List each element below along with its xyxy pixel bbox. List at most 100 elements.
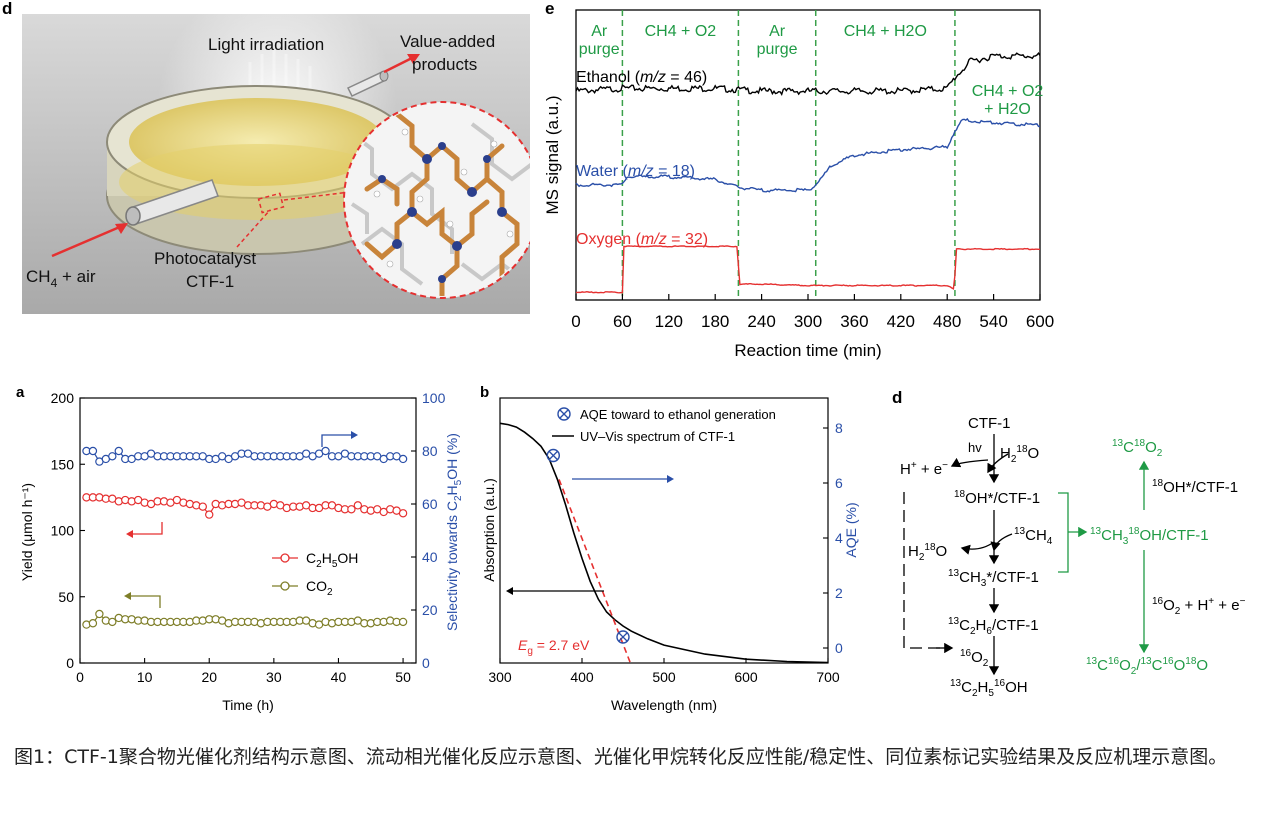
chart-a-ytick-left-label: 200 (51, 390, 75, 406)
panel-e-letter: e (545, 0, 555, 18)
chart-e-xtick-label: 0 (571, 312, 580, 331)
chart-a-arrows (124, 431, 358, 608)
chart-e-region-label-2: + H2O (984, 101, 1031, 118)
chart-b-ytick-right-label: 0 (835, 640, 843, 656)
chart-a-ylabel-right: Selectivity towards C2H5OH (%) (444, 433, 464, 631)
chart-e-series-line (575, 52, 1041, 96)
chart-a-ytick-left-label: 50 (58, 589, 74, 605)
catalyst-label-pointer (236, 209, 271, 248)
chart-b-ytick-right-label: 4 (835, 530, 843, 546)
chart-a-point (347, 505, 356, 514)
mech-ctf1: CTF-1 (968, 415, 1011, 432)
chart-a-ytick-left-label: 150 (51, 456, 75, 472)
chart-a-point (398, 454, 408, 464)
chart-a-xtick-label: 30 (266, 669, 282, 685)
chart-b-xtick-label: 600 (734, 669, 758, 685)
chart-a-xlabel: Time (h) (222, 697, 274, 713)
inlet-tube (125, 179, 219, 226)
chart-e-series-label: Oxygen (m/z = 32) (576, 231, 708, 248)
chart-a-point (108, 452, 117, 461)
chart-b-uvvis-line (499, 422, 829, 664)
chart-a-ytick-right-label: 80 (422, 443, 438, 459)
chart-a-ytick-right-label: 40 (422, 549, 438, 565)
chart-e-xtick-label: 420 (887, 312, 915, 331)
panel-b-letter: b (480, 384, 490, 401)
chart-e-series-line (576, 245, 1040, 294)
chart-e-region-label: Ar (591, 23, 608, 40)
chart-b-xlabel: Wavelength (nm) (611, 697, 717, 713)
chart-e-xtick-label: 360 (840, 312, 868, 331)
chart-b-xtick-label: 400 (570, 669, 594, 685)
chart-a-legend-label: CO2 (306, 578, 333, 598)
chart-b-aqe-cross (618, 632, 628, 642)
figure-caption: 图1：CTF-1聚合物光催化剂结构示意图、流动相光催化反应示意图、光催化甲烷转化… (14, 746, 1228, 768)
chart-b-ylabel-left: Absorption (a.u.) (482, 478, 497, 582)
outlet-tube (346, 70, 389, 97)
chart-b-ylabel-right: AQE (%) (843, 502, 859, 557)
chart-e-region-label: CH4 + O2 (645, 23, 717, 40)
mech-green-oh-ctf: 18OH*/CTF-1 (1152, 478, 1238, 496)
mech-h2o18: H218O (1000, 444, 1039, 465)
chart-e-region-label-2: purge (757, 41, 798, 58)
chart-e-xtick-label: 540 (979, 312, 1007, 331)
chart-a-point (198, 502, 207, 511)
chart-e-xtick-label: 600 (1026, 312, 1054, 331)
chart-a-ytick-left-label: 0 (66, 655, 74, 671)
mechanism-scheme: CTF-1 hv H218O H+ + e− 18OH*/CTF-1 13CH4… (900, 415, 1246, 699)
chart-a-stability: 0 10 20 30 40 50 0 50 100 150 200 0 20 40 60 80 100 C2H5… (20, 390, 464, 713)
mech-green-bracket (1058, 492, 1069, 573)
chart-e-series-label: Water (m/z = 18) (576, 163, 695, 180)
mech-arrow-h2o-out (960, 541, 995, 555)
chart-a-xtick-label: 20 (201, 669, 217, 685)
chart-b-legend-cross (559, 409, 569, 419)
mech-arrow-ch4-in (990, 533, 1013, 552)
mech-green-o2-h: 16O2 + H+ + e− (1152, 596, 1246, 617)
chart-b-aqe-point (546, 448, 561, 463)
light-label: Light irradiation (208, 35, 324, 54)
chart-a-ylabel-left: Yield (μmol h⁻¹) (20, 483, 35, 581)
chart-e-series-line (575, 117, 1040, 193)
chart-a-ytick-right-label: 20 (422, 602, 438, 618)
ctf1-framework (350, 111, 530, 296)
reactor-illustration: Light irradiation Value-added products C… (22, 14, 530, 314)
chart-b-aqe-point (616, 630, 630, 644)
chart-a-xtick-label: 50 (395, 669, 411, 685)
chart-e-region-label-2: purge (579, 41, 620, 58)
mech-c2h6-ctf: 13C2H6/CTF-1 (948, 616, 1039, 637)
chart-e-xtick-label: 180 (701, 312, 729, 331)
chart-a-xtick-label: 10 (137, 669, 153, 685)
chart-b-aqe-cross (548, 451, 558, 460)
chart-a-point (398, 617, 408, 627)
mech-green-co2: 13C18O2 (1112, 438, 1163, 459)
mech-c2h5oh: 13C2H516OH (950, 678, 1028, 699)
mech-dashed-path (903, 492, 940, 649)
chart-b-xtick-label: 700 (816, 669, 840, 685)
inlet-label: CH4 + air (26, 267, 96, 290)
chart-a-xtick-label: 0 (76, 669, 84, 685)
chart-a-point (95, 609, 104, 619)
chart-a-point (88, 446, 98, 456)
mech-hplus: H+ + e− (900, 460, 948, 478)
mech-green-ch3oh: 13CH318OH/CTF-1 (1090, 526, 1209, 547)
chart-e-xtick-label: 300 (794, 312, 822, 331)
chart-a-point (88, 619, 98, 628)
mech-oh-ctf: 18OH*/CTF-1 (954, 489, 1040, 507)
chart-a-xtick-label: 40 (331, 669, 347, 685)
chart-e-series-label: Ethanol (m/z = 46) (576, 69, 707, 86)
chart-e-xtick-label: 240 (747, 312, 775, 331)
chart-a-point (114, 446, 123, 456)
chart-e-xtick-label: 120 (655, 312, 683, 331)
chart-a-legend-marker (280, 553, 290, 563)
catalyst-highlight (257, 192, 285, 214)
chart-b-xtick-label: 500 (652, 669, 676, 685)
chart-a-ytick-right-label: 0 (422, 655, 430, 671)
chart-e-xlabel: Reaction time (min) (734, 341, 881, 360)
chart-a-ytick-right-label: 100 (422, 390, 446, 406)
chart-e-region-label: Ar (769, 23, 786, 40)
chart-b-arrows (506, 475, 674, 595)
products-label-1: Value-added (400, 32, 495, 51)
chart-e-xtick-label: 480 (933, 312, 961, 331)
zoom-circle-border (343, 101, 530, 299)
chart-a-point (108, 617, 117, 627)
